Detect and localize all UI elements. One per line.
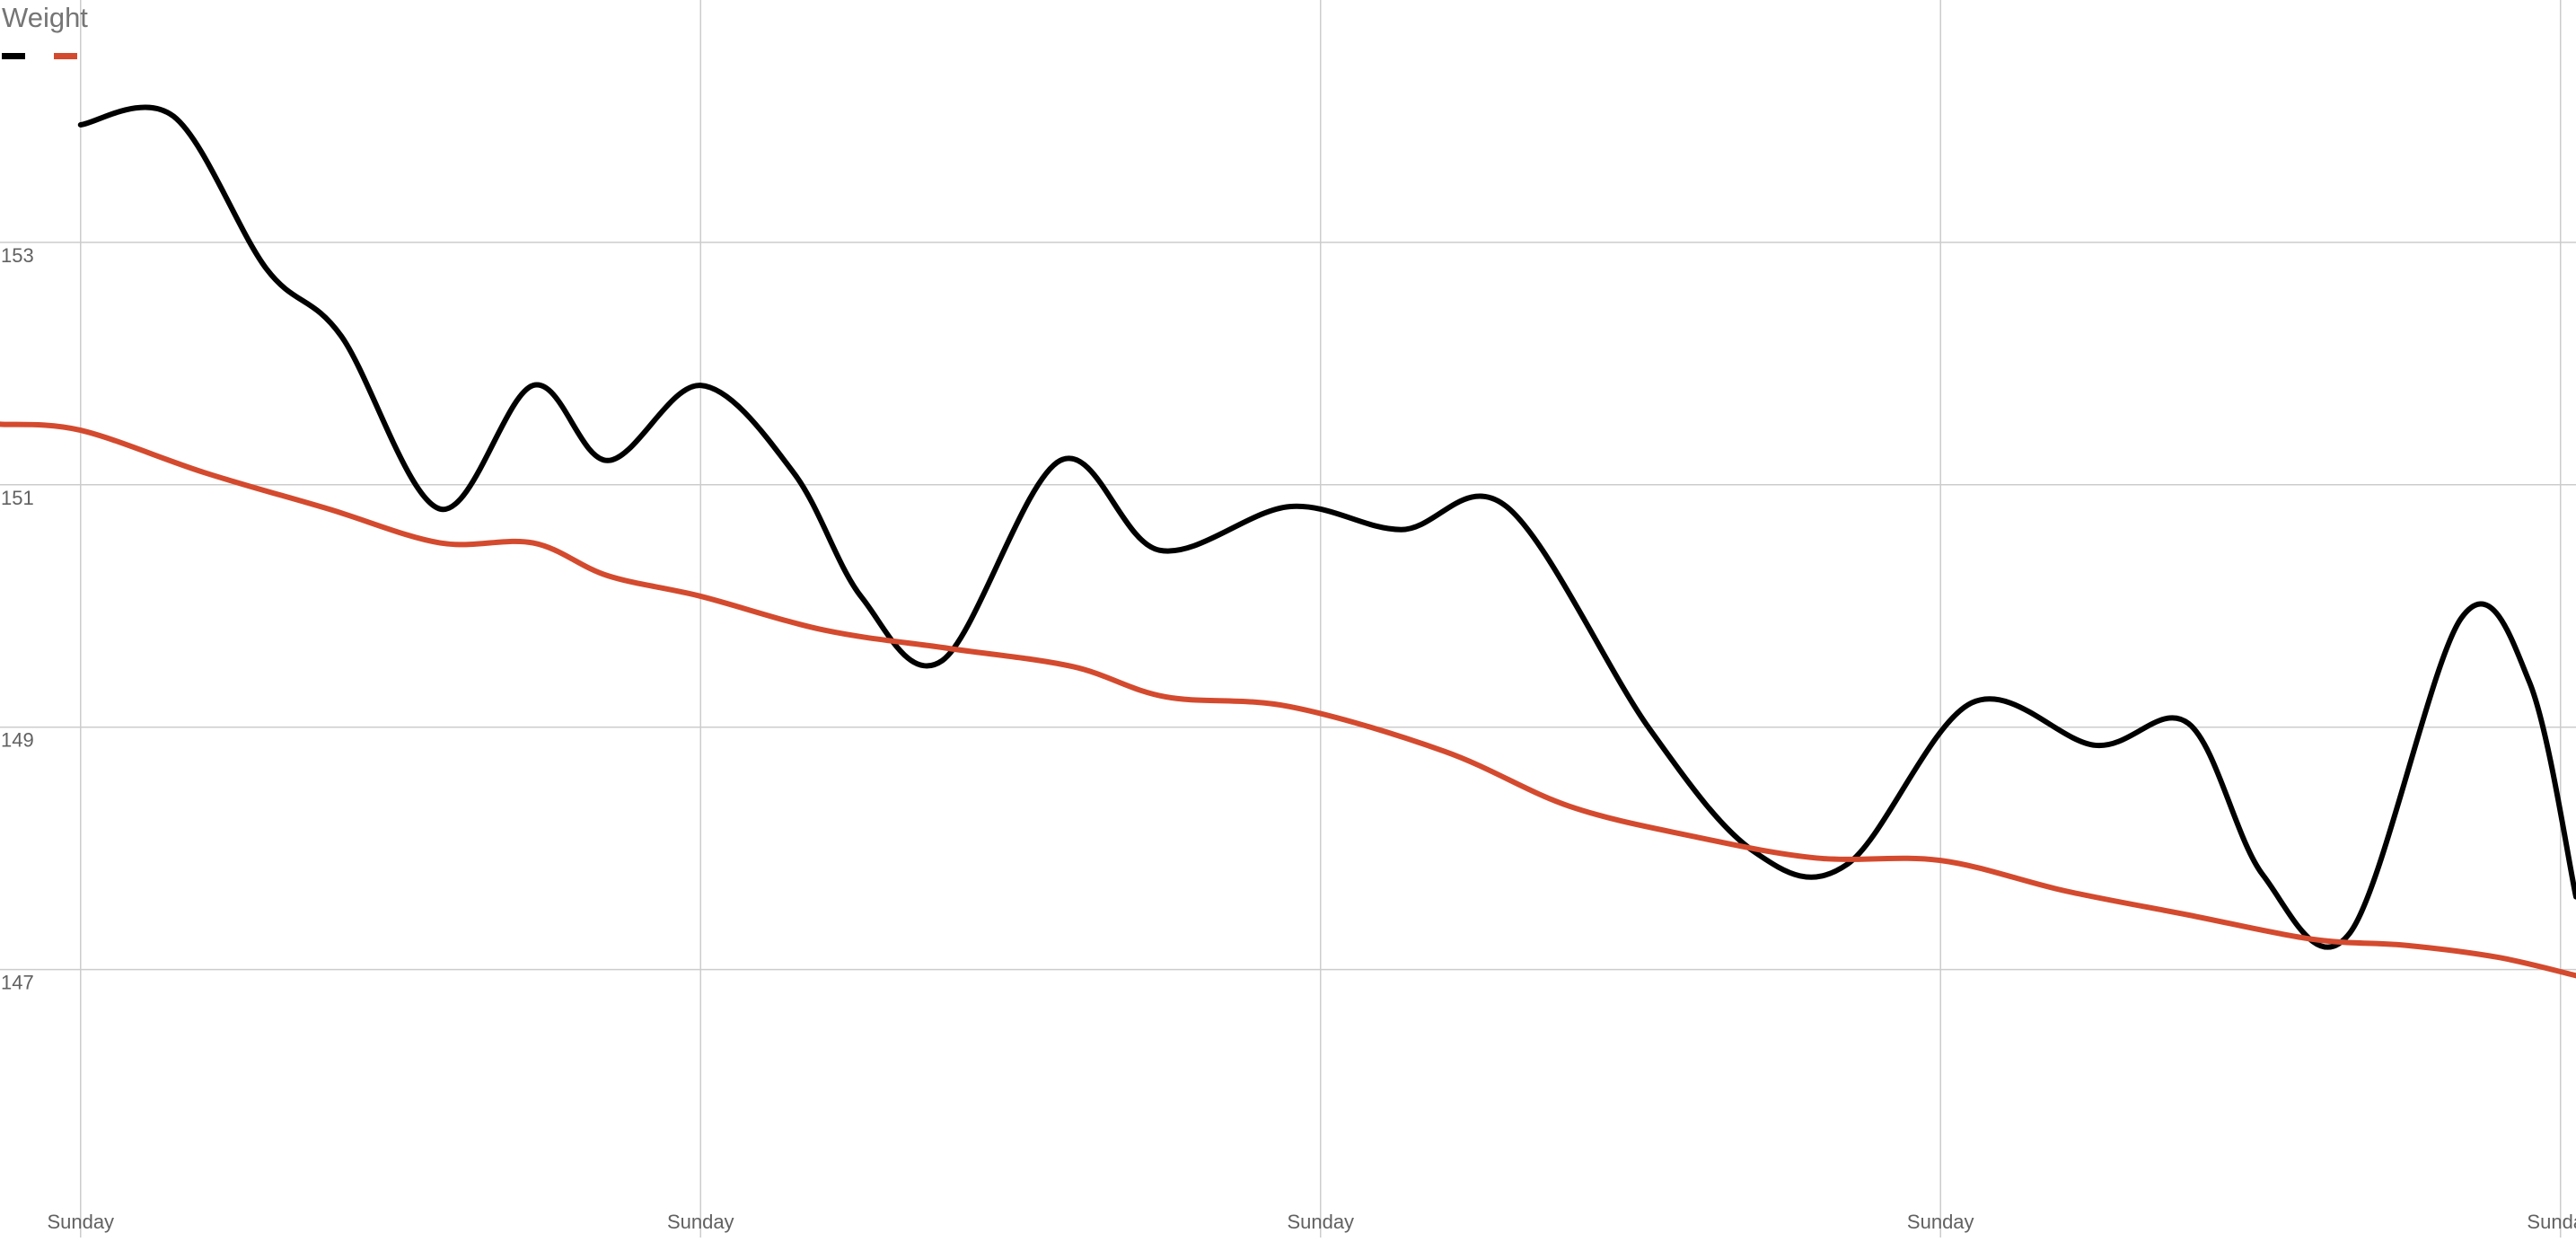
- y-tick-label: 151: [1, 487, 34, 509]
- series-line-2: [0, 421, 2576, 979]
- y-tick-label: 153: [1, 244, 34, 267]
- y-tick-label: 147: [1, 972, 34, 994]
- x-tick-label: Sunday: [47, 1211, 114, 1233]
- series-line-1: [77, 104, 2576, 950]
- x-tick-label: Sunday: [1287, 1211, 1354, 1233]
- x-tick-label: Sunday: [2527, 1211, 2576, 1233]
- legend: [2, 53, 77, 59]
- series-lines: [0, 104, 2576, 979]
- y-tick-label: 149: [1, 729, 34, 752]
- axis-labels: 147 149 151 153 Sunday Sunday Sunday Sunday Sund…: [1, 244, 2576, 1233]
- x-tick-label: Sunday: [667, 1211, 734, 1233]
- x-tick-label: Sunday: [1907, 1211, 1974, 1233]
- legend-swatch-2: [54, 53, 77, 59]
- legend-swatch-1: [2, 53, 25, 59]
- chart-title: Weight: [2, 2, 88, 33]
